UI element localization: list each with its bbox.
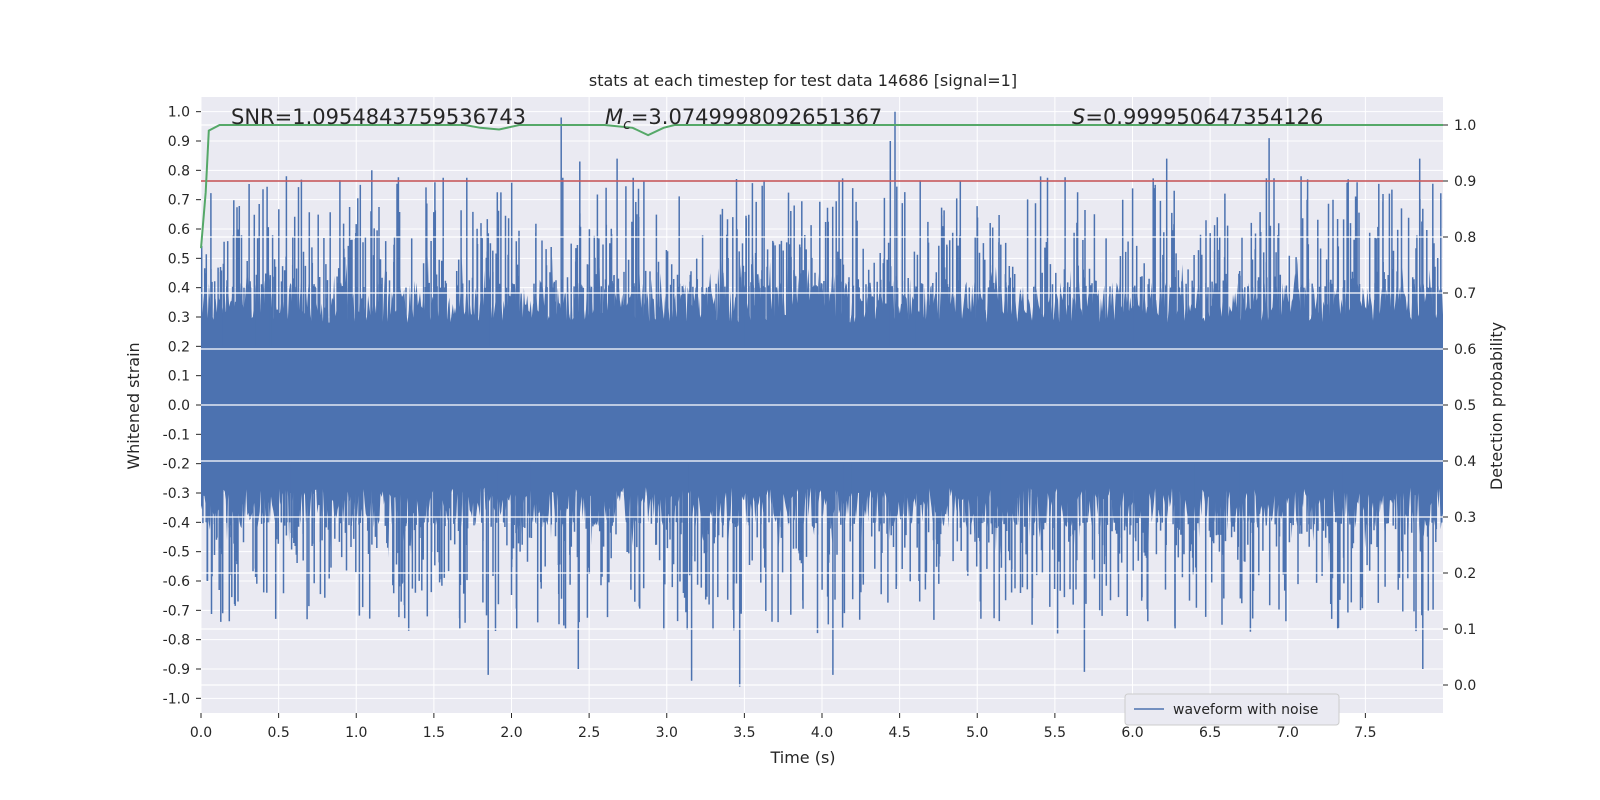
left-y-tick-label: 0.1 (168, 369, 190, 385)
left-y-tick-label: -0.7 (163, 603, 190, 619)
x-tick-label: 7.0 (1277, 725, 1299, 741)
left-y-tick-label: 0.8 (168, 163, 190, 179)
x-tick-label: 5.0 (966, 725, 988, 741)
left-axis-ticks: 1.0 0.9 0.8 0.7 0.6 0.5 0.4 0.3 0.2 0.1 0.0 -0.1 -0.… (163, 105, 201, 707)
left-y-tick-label: -1.0 (163, 691, 190, 707)
significance-annotation: S=0.999950647354126 (1072, 105, 1323, 129)
significance-value: =0.999950647354126 (1085, 105, 1323, 129)
waveform-with-noise-series (200, 111, 1443, 687)
chirp-mass-value: =3.0749998092651367 (631, 105, 882, 129)
right-y-tick-label: 0.9 (1454, 174, 1476, 190)
left-y-tick-label: 1.0 (168, 105, 190, 121)
legend-label-waveform: waveform with noise (1173, 702, 1318, 718)
right-y-tick-label: 0.2 (1454, 566, 1476, 582)
legend-box (1124, 693, 1340, 726)
chirp-mass-annotation: Mc=3.0749998092651367 (605, 105, 882, 133)
x-tick-label: 0.0 (190, 725, 212, 741)
left-y-tick-label: 0.3 (168, 310, 190, 326)
left-y-tick-label: -0.6 (163, 574, 190, 590)
right-y-tick-label: 0.4 (1454, 454, 1476, 470)
x-tick-label: 5.5 (1044, 725, 1066, 741)
x-tick-label: 6.0 (1121, 725, 1143, 741)
left-y-tick-label: 0.7 (168, 193, 190, 209)
left-y-tick-label: 0.6 (168, 222, 190, 238)
chirp-mass-subscript: c (623, 117, 631, 133)
left-y-tick-label: -0.9 (163, 662, 190, 678)
right-y-tick-label: 1.0 (1454, 118, 1476, 134)
left-y-tick-label: 0.0 (168, 398, 190, 414)
chart-title: stats at each timestep for test data 146… (589, 71, 1017, 90)
x-tick-label: 4.5 (888, 725, 910, 741)
right-y-tick-label: 0.5 (1454, 398, 1476, 414)
x-tick-label: 2.0 (500, 725, 522, 741)
right-y-tick-label: 0.6 (1454, 342, 1476, 358)
left-y-tick-label: -0.4 (163, 515, 190, 531)
left-y-tick-label: -0.5 (163, 545, 190, 561)
left-axis-label: Whitened strain (124, 342, 143, 469)
right-axis-label: Detection probability (1487, 322, 1506, 490)
data-layer (200, 111, 1443, 687)
legend: waveform with noise (1124, 693, 1340, 726)
significance-symbol: S (1072, 105, 1085, 129)
left-y-tick-label: 0.9 (168, 134, 190, 150)
left-y-tick-label: 0.2 (168, 339, 190, 355)
x-tick-label: 0.5 (267, 725, 289, 741)
left-y-tick-label: -0.1 (163, 427, 190, 443)
right-y-tick-label: 0.8 (1454, 230, 1476, 246)
right-y-tick-label: 0.0 (1454, 678, 1476, 694)
left-y-tick-label: -0.2 (163, 457, 190, 473)
x-tick-label: 6.5 (1199, 725, 1221, 741)
x-tick-label: 2.5 (578, 725, 600, 741)
left-y-tick-label: -0.8 (163, 633, 190, 649)
left-y-tick-label: -0.3 (163, 486, 190, 502)
right-axis-ticks: 1.0 0.9 0.8 0.7 0.6 0.5 0.4 0.3 0.2 0.1 0.0 (1443, 118, 1476, 694)
x-tick-label: 1.0 (345, 725, 367, 741)
left-y-tick-label: 0.4 (168, 281, 190, 297)
x-tick-label: 3.5 (733, 725, 755, 741)
x-axis-ticks: 0.0 0.5 1.0 1.5 2.0 2.5 3.0 3.5 4.0 4.5 5.0 5.5 6.0 6… (190, 713, 1377, 741)
x-tick-label: 3.0 (656, 725, 678, 741)
snr-annotation: SNR=1.0954843759536743 (231, 105, 526, 129)
left-y-tick-label: 0.5 (168, 251, 190, 267)
x-tick-label: 7.5 (1354, 725, 1376, 741)
x-tick-label: 1.5 (423, 725, 445, 741)
x-axis-label: Time (s) (769, 748, 835, 767)
chirp-mass-symbol: M (605, 105, 623, 129)
right-y-tick-label: 0.3 (1454, 510, 1476, 526)
x-tick-label: 4.0 (811, 725, 833, 741)
right-y-tick-label: 0.1 (1454, 622, 1476, 638)
right-y-tick-label: 0.7 (1454, 286, 1476, 302)
detection-probability-line (200, 124, 1443, 249)
